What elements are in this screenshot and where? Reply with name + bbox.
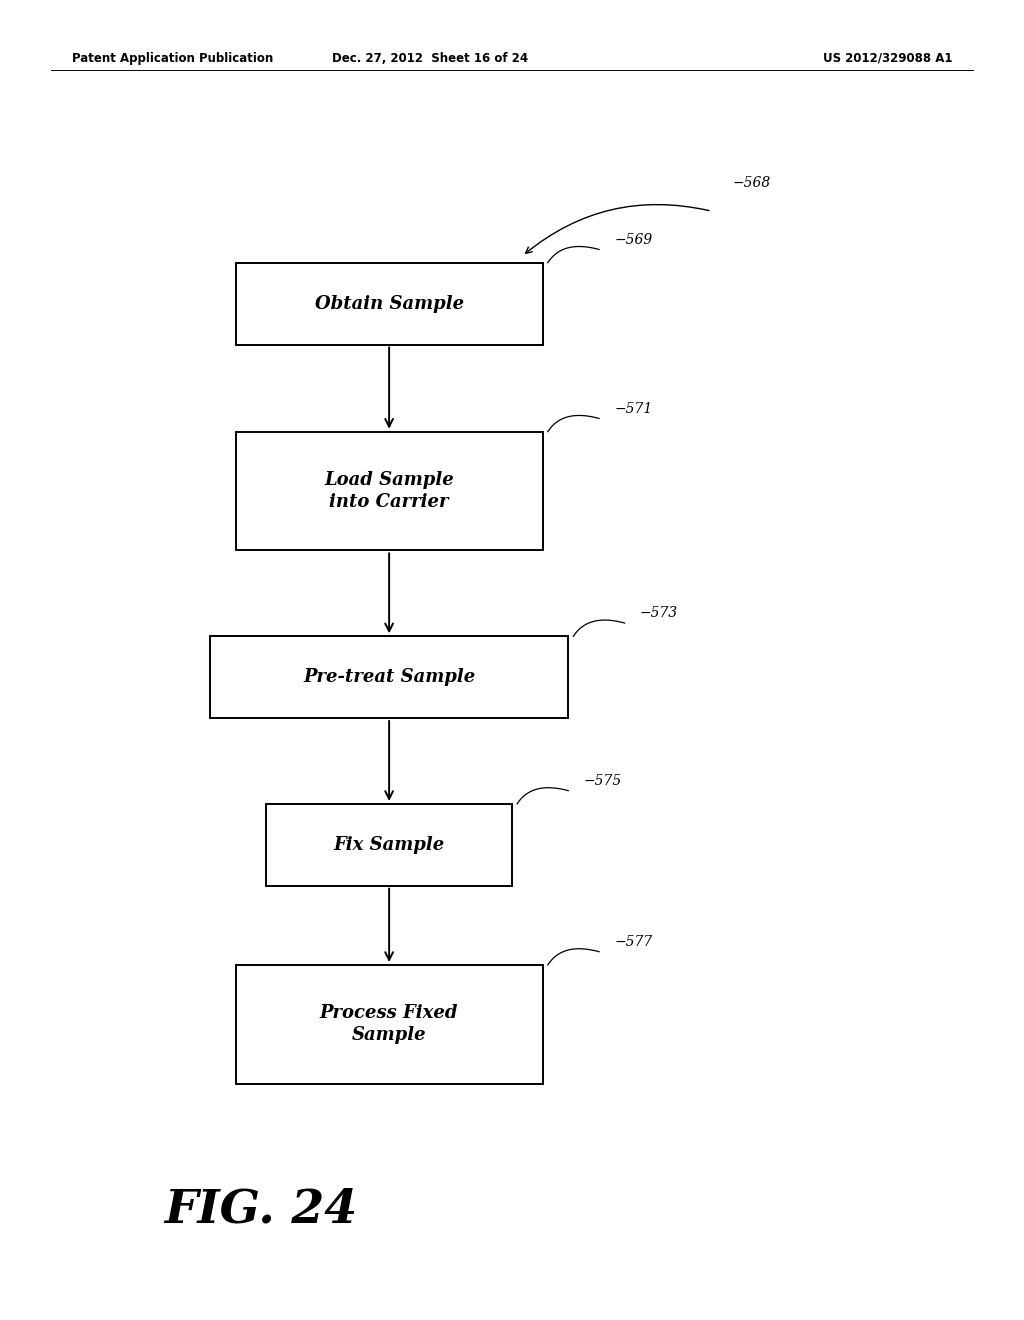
Bar [236,432,543,550]
Bar [236,965,543,1084]
Bar [210,636,568,718]
Text: −577: −577 [614,935,652,949]
Text: FIG. 24: FIG. 24 [164,1187,357,1232]
Text: Process Fixed
Sample: Process Fixed Sample [319,1005,459,1044]
Text: Pre-treat Sample: Pre-treat Sample [303,668,475,686]
Text: −575: −575 [584,774,622,788]
Bar [266,804,512,886]
Text: −568: −568 [732,176,770,190]
Text: Load Sample
into Carrier: Load Sample into Carrier [325,471,454,511]
Text: Obtain Sample: Obtain Sample [314,294,464,313]
Bar [236,263,543,345]
Text: US 2012/329088 A1: US 2012/329088 A1 [823,51,952,65]
Text: Dec. 27, 2012  Sheet 16 of 24: Dec. 27, 2012 Sheet 16 of 24 [332,51,528,65]
Text: −569: −569 [614,232,652,247]
Text: −573: −573 [640,606,678,620]
Text: Patent Application Publication: Patent Application Publication [72,51,273,65]
Text: Fix Sample: Fix Sample [334,836,444,854]
Text: −571: −571 [614,401,652,416]
